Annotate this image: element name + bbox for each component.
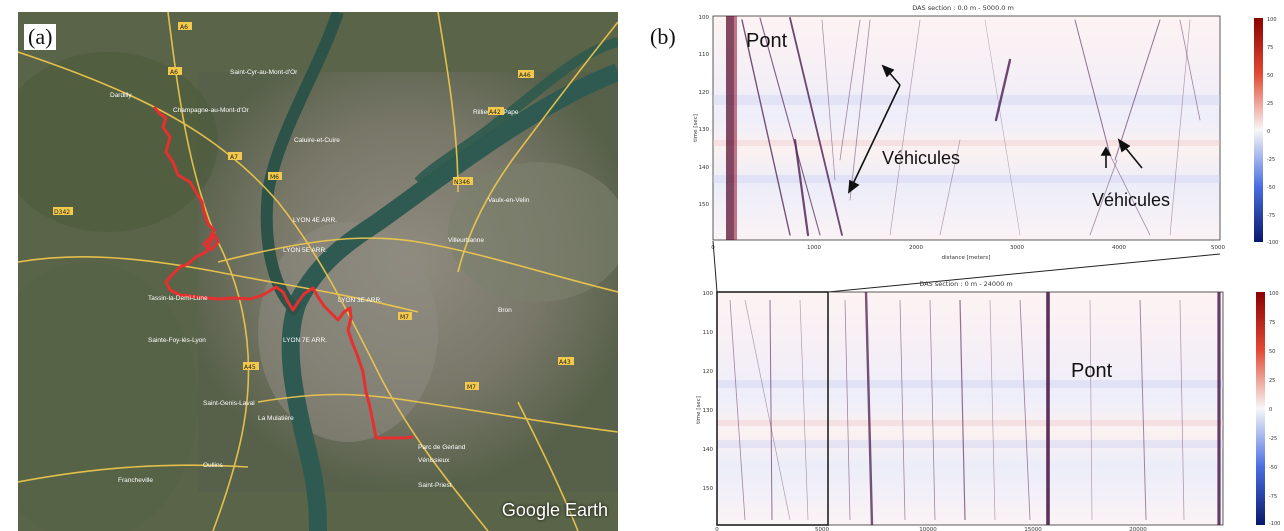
colorbar-tick: 25 bbox=[1269, 378, 1275, 384]
svg-text:Saint-Cyr-au-Mont-d'Or: Saint-Cyr-au-Mont-d'Or bbox=[230, 69, 298, 76]
das-top-ytick: 130 bbox=[699, 127, 710, 133]
das-top-xtick: 0 bbox=[711, 245, 715, 251]
das-top-ylabel: time [sec] bbox=[693, 114, 699, 142]
map-watermark: Google Earth bbox=[501, 500, 608, 520]
svg-text:M7: M7 bbox=[467, 384, 476, 391]
svg-text:A7: A7 bbox=[230, 154, 238, 161]
colorbar-tick: -75 bbox=[1267, 213, 1275, 219]
das-top-xtick: 2000 bbox=[909, 245, 923, 251]
das-bottom-ytick: 100 bbox=[703, 291, 714, 297]
das-bottom-xtick: 15000 bbox=[1024, 527, 1042, 531]
svg-text:M6: M6 bbox=[270, 174, 279, 181]
das-top-xtick: 3000 bbox=[1010, 245, 1024, 251]
colorbar-tick: 100 bbox=[1267, 17, 1277, 23]
colorbar-tick: -50 bbox=[1267, 185, 1275, 191]
das-bottom-title: DAS section : 0 m - 24000 m bbox=[919, 280, 1012, 288]
das-top-plot: DAS section : 0.0 m - 5000.0 m bbox=[693, 4, 1278, 261]
das-bottom-xtick: 20000 bbox=[1129, 527, 1147, 531]
svg-text:A6: A6 bbox=[170, 69, 178, 76]
das-top-title: DAS section : 0.0 m - 5000.0 m bbox=[912, 4, 1014, 12]
colorbar-tick: 0 bbox=[1267, 129, 1270, 135]
das-bottom-pont-label: Pont bbox=[1071, 360, 1113, 382]
svg-text:D342: D342 bbox=[54, 209, 70, 216]
das-bottom-xtick: 0 bbox=[715, 527, 719, 531]
das-bottom-xtick: 10000 bbox=[919, 527, 937, 531]
zoom-region-box bbox=[716, 291, 829, 526]
colorbar-tick: -50 bbox=[1269, 465, 1277, 471]
satellite-map: Saint-Cyr-au-Mont-d'Or Dardilly Champagn… bbox=[18, 12, 618, 531]
colorbar-tick: 75 bbox=[1269, 320, 1275, 326]
svg-text:Parc de Gerland: Parc de Gerland bbox=[418, 444, 466, 451]
das-bottom-xtick: 5000 bbox=[815, 527, 829, 531]
svg-text:A43: A43 bbox=[559, 359, 571, 366]
das-top-ytick: 110 bbox=[699, 52, 710, 58]
das-top-ytick: 150 bbox=[699, 202, 710, 208]
svg-text:Saint-Genis-Laval: Saint-Genis-Laval bbox=[203, 400, 255, 407]
colorbar-tick: 100 bbox=[1269, 291, 1279, 297]
colorbar-tick: -75 bbox=[1269, 494, 1277, 500]
svg-text:Caluire-et-Cuire: Caluire-et-Cuire bbox=[294, 137, 340, 144]
svg-text:A45: A45 bbox=[244, 364, 256, 371]
das-top-vehicules-label-1: Véhicules bbox=[882, 148, 960, 168]
das-top-pont-label: Pont bbox=[746, 30, 788, 52]
svg-text:Sainte-Foy-lès-Lyon: Sainte-Foy-lès-Lyon bbox=[148, 337, 206, 344]
svg-text:La Mulatière: La Mulatière bbox=[258, 415, 294, 422]
colorbar-tick: 0 bbox=[1269, 407, 1272, 413]
das-top-ytick: 120 bbox=[699, 90, 710, 96]
colorbar-tick: 50 bbox=[1269, 349, 1275, 355]
das-top-xlabel: distance [meters] bbox=[942, 255, 991, 261]
colorbar-tick: -100 bbox=[1267, 240, 1278, 246]
das-top-ytick: 140 bbox=[699, 165, 710, 171]
svg-text:M7: M7 bbox=[400, 314, 409, 321]
svg-text:Villeurbanne: Villeurbanne bbox=[448, 237, 484, 244]
colorbar-tick: 50 bbox=[1267, 73, 1273, 79]
colorbar-tick: -25 bbox=[1269, 436, 1277, 442]
das-bottom-ytick: 110 bbox=[703, 330, 714, 336]
colorbar-tick: 75 bbox=[1267, 45, 1273, 51]
svg-text:A6: A6 bbox=[180, 24, 188, 31]
das-top-vehicules-label-2: Véhicules bbox=[1092, 190, 1170, 210]
svg-text:LYON 3E ARR.: LYON 3E ARR. bbox=[338, 297, 382, 304]
svg-text:Tassin-la-Demi-Lune: Tassin-la-Demi-Lune bbox=[148, 295, 208, 302]
svg-text:Vénissieux: Vénissieux bbox=[418, 457, 450, 464]
colorbar-tick: -100 bbox=[1269, 521, 1280, 527]
svg-text:LYON 4E ARR.: LYON 4E ARR. bbox=[293, 217, 337, 224]
svg-text:LYON 7E ARR.: LYON 7E ARR. bbox=[283, 337, 327, 344]
panel-label-a: (a) bbox=[24, 24, 57, 50]
svg-text:Dardilly: Dardilly bbox=[110, 92, 132, 99]
svg-text:A42: A42 bbox=[489, 109, 501, 116]
das-bottom-ytick: 130 bbox=[703, 408, 714, 414]
colorbar-tick: 25 bbox=[1267, 101, 1273, 107]
das-bottom-ylabel: time [sec] bbox=[696, 396, 702, 424]
das-top-colorbar bbox=[1254, 18, 1263, 242]
svg-text:Champagne-au-Mont-d'Or: Champagne-au-Mont-d'Or bbox=[173, 107, 249, 114]
svg-text:N346: N346 bbox=[454, 179, 470, 186]
map-canvas: Saint-Cyr-au-Mont-d'Or Dardilly Champagn… bbox=[18, 12, 618, 531]
das-top-ytick: 100 bbox=[699, 15, 710, 21]
svg-text:Oullins: Oullins bbox=[203, 462, 224, 469]
svg-text:Bron: Bron bbox=[498, 307, 512, 314]
svg-text:A46: A46 bbox=[519, 72, 531, 79]
das-bottom-ytick: 150 bbox=[703, 486, 714, 492]
das-top-xtick: 5000 bbox=[1211, 245, 1225, 251]
das-top-xtick: 4000 bbox=[1112, 245, 1126, 251]
das-bottom-ytick: 120 bbox=[703, 369, 714, 375]
das-bottom-plot: DAS section : 0 m - 24000 m Pont bbox=[696, 280, 1280, 531]
das-bottom-colorbar bbox=[1256, 292, 1265, 525]
svg-text:LYON 5E ARR.: LYON 5E ARR. bbox=[283, 247, 327, 254]
colorbar-tick: -25 bbox=[1267, 157, 1275, 163]
das-top-xtick: 1000 bbox=[807, 245, 821, 251]
svg-text:Francheville: Francheville bbox=[118, 477, 153, 484]
svg-text:Saint-Priest: Saint-Priest bbox=[418, 482, 452, 489]
svg-text:Vaulx-en-Velin: Vaulx-en-Velin bbox=[488, 197, 530, 204]
das-bottom-ytick: 140 bbox=[703, 447, 714, 453]
panel-label-b: (b) bbox=[650, 24, 676, 49]
